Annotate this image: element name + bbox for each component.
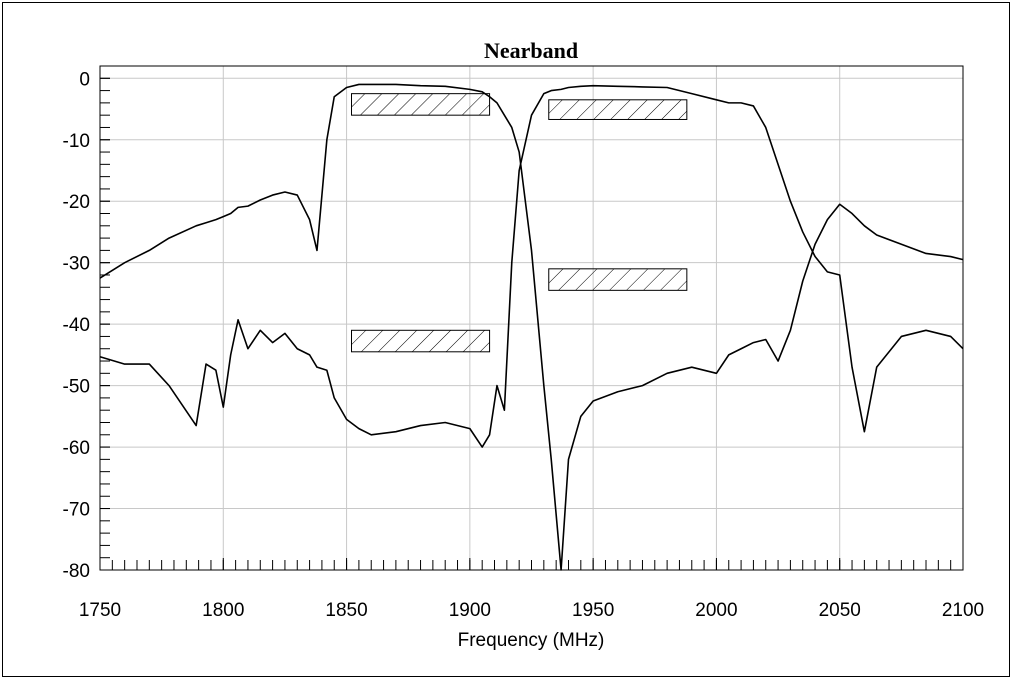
x-tick-label: 1800 — [202, 600, 244, 621]
y-tick-label: -10 — [63, 131, 90, 152]
y-tick-label: -50 — [63, 377, 90, 398]
y-tick-label: -60 — [63, 438, 90, 459]
plot-border — [99, 65, 964, 571]
y-tick-label: -80 — [63, 561, 90, 582]
x-tick-label: 2000 — [695, 600, 737, 621]
x-tick-label: 1900 — [449, 600, 491, 621]
spec-mask — [351, 93, 491, 116]
x-tick-label: 1950 — [572, 600, 614, 621]
x-axis-label: Frequency (MHz) — [458, 630, 605, 651]
y-tick-label: -40 — [63, 315, 90, 336]
x-tick-label: 1850 — [325, 600, 367, 621]
y-tick-label: -70 — [63, 500, 90, 521]
series-line — [99, 84, 964, 448]
series-line — [99, 83, 964, 571]
chart-title: Nearband — [484, 38, 578, 63]
y-tick-label: -20 — [63, 192, 90, 213]
x-tick-label: 1750 — [79, 600, 121, 621]
x-tick-label: 2100 — [942, 600, 984, 621]
spec-mask — [548, 268, 688, 291]
spec-mask — [548, 99, 688, 120]
y-tick-label: 0 — [79, 69, 90, 90]
spec-mask — [351, 329, 491, 353]
x-tick-label: 2050 — [819, 600, 861, 621]
y-tick-label: -30 — [63, 254, 90, 275]
